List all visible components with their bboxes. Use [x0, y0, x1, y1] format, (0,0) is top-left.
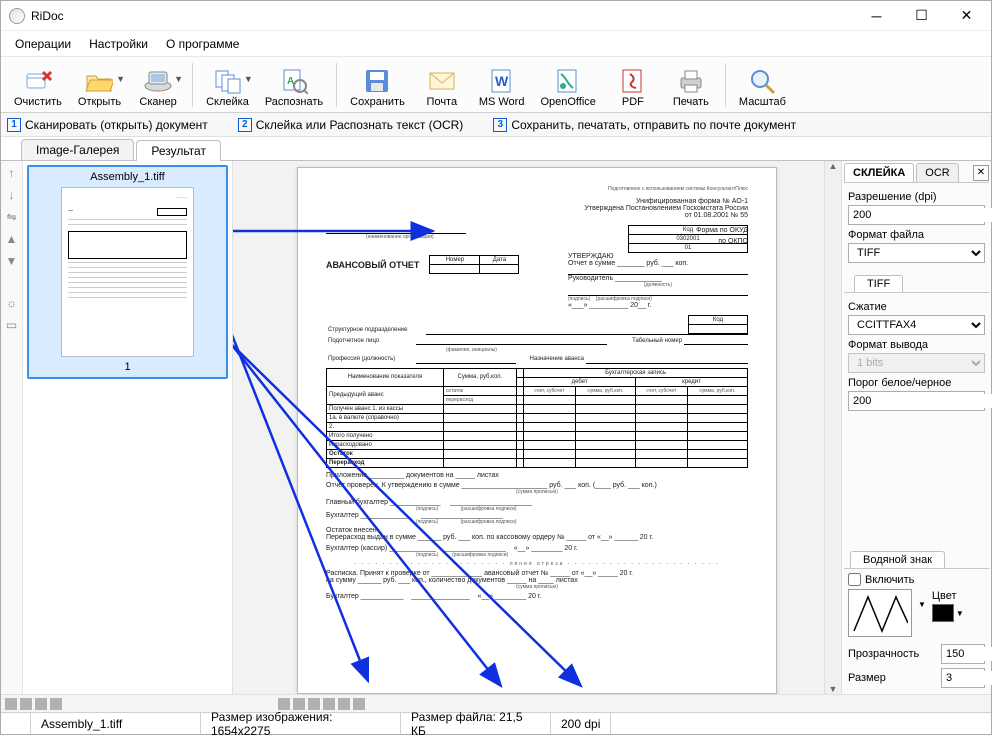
- zoom-icon: [747, 66, 777, 96]
- wm-enable-checkbox[interactable]: Включить: [848, 573, 985, 586]
- menubar: Операции Настройки О программе: [1, 31, 991, 57]
- save-button[interactable]: Сохранить: [343, 59, 412, 111]
- mail-button[interactable]: Почта: [414, 59, 470, 111]
- format-label: Формат файла: [848, 229, 985, 241]
- gluing-button[interactable]: Склейка ▼: [199, 59, 256, 111]
- dpi-label: Разрешение (dpi): [848, 191, 985, 203]
- brightness-icon[interactable]: ☼: [4, 295, 20, 311]
- tab-skleyka[interactable]: СКЛЕЙКА: [844, 163, 914, 182]
- threshold-input[interactable]: ▲▼: [848, 391, 985, 411]
- clear-button[interactable]: Очистить: [7, 59, 69, 111]
- document-view[interactable]: Подготовлено с использованием системы Ко…: [233, 161, 841, 694]
- openoffice-icon: [553, 66, 583, 96]
- status-dpi: 200 dpi: [551, 713, 611, 734]
- open-icon: [84, 66, 114, 96]
- gluing-icon: [212, 66, 242, 96]
- status-imgsize: Размер изображения: 1654x2275: [201, 713, 401, 734]
- wm-size-input[interactable]: ▲▼: [941, 668, 985, 688]
- app-icon: [9, 8, 25, 24]
- wm-color-swatch[interactable]: [932, 604, 954, 622]
- rotate-up-icon[interactable]: ↑: [4, 165, 20, 181]
- tab-ocr[interactable]: OCR: [916, 163, 958, 182]
- right-panel: СКЛЕЙКА OCR ✕ Разрешение (dpi) ▲▼ Формат…: [841, 161, 991, 694]
- threshold-label: Порог белое/черное: [848, 377, 985, 389]
- crop-icon[interactable]: ▭: [4, 317, 20, 333]
- thumbnail-name: Assembly_1.tiff: [31, 169, 224, 185]
- right-tabs: СКЛЕЙКА OCR ✕: [844, 163, 989, 183]
- scanner-icon: [143, 66, 173, 96]
- flip-v-icon[interactable]: ▲: [4, 231, 20, 247]
- minimize-button[interactable]: ─: [854, 1, 899, 30]
- pdf-icon: [618, 66, 648, 96]
- tab-gallery[interactable]: Image-Галерея: [21, 139, 134, 160]
- clear-icon: [23, 66, 53, 96]
- status-file: Assembly_1.tiff: [31, 713, 201, 734]
- openoffice-button[interactable]: OpenOffice: [533, 59, 602, 111]
- app-window: RiDoc ─ ☐ ✕ Операции Настройки О програм…: [0, 0, 992, 735]
- thumbnail-preview: ——— —: [61, 187, 194, 357]
- window-buttons: ─ ☐ ✕: [854, 1, 989, 30]
- rotate-down-icon[interactable]: ↓: [4, 187, 20, 203]
- dropdown-icon: ▼: [244, 74, 253, 84]
- dropdown-icon: ▼: [174, 74, 183, 84]
- maximize-button[interactable]: ☐: [899, 1, 944, 30]
- subtab-watermark[interactable]: Водяной знак: [850, 551, 945, 568]
- document-page: Подготовлено с использованием системы Ко…: [297, 167, 777, 694]
- thumbnail-panel: Assembly_1.tiff ——— — 1: [23, 161, 233, 694]
- wm-preview[interactable]: [848, 589, 912, 637]
- page-tabs: Image-Галерея Результат: [1, 137, 991, 161]
- vertical-scrollbar[interactable]: [824, 161, 841, 694]
- menu-operations[interactable]: Операции: [7, 34, 79, 54]
- print-icon: [676, 66, 706, 96]
- steps-bar: 1Сканировать (открыть) документ 2Склейка…: [1, 113, 991, 137]
- save-icon: [362, 66, 392, 96]
- thumbnail[interactable]: Assembly_1.tiff ——— — 1: [27, 165, 228, 379]
- step-1: 1Сканировать (открыть) документ: [7, 118, 208, 132]
- dpi-input[interactable]: ▲▼: [848, 205, 985, 225]
- print-button[interactable]: Печать: [663, 59, 719, 111]
- panel-close-button[interactable]: ✕: [973, 165, 989, 181]
- zoom-button[interactable]: Масштаб: [732, 59, 793, 111]
- thumbnail-index: 1: [31, 359, 224, 375]
- menu-settings[interactable]: Настройки: [81, 34, 156, 54]
- wm-opacity-input[interactable]: ▲▼: [941, 644, 985, 664]
- flip-h-icon[interactable]: ⇋: [4, 209, 20, 225]
- scanner-button[interactable]: Сканер ▼: [130, 59, 186, 111]
- format-select[interactable]: TIFF: [848, 243, 985, 263]
- tab-result[interactable]: Результат: [136, 140, 221, 161]
- open-button[interactable]: Открыть ▼: [71, 59, 128, 111]
- subtab-tiff[interactable]: TIFF: [854, 275, 903, 292]
- mail-icon: [427, 66, 457, 96]
- recognize-button[interactable]: A Распознать: [258, 59, 330, 111]
- step-2: 2Склейка или Распознать текст (OCR): [238, 118, 464, 132]
- status-filesize: Размер файла: 21,5 КБ: [401, 713, 551, 734]
- status-icon: [1, 713, 31, 734]
- statusbar: Assembly_1.tiff Размер изображения: 1654…: [1, 712, 991, 734]
- close-button[interactable]: ✕: [944, 1, 989, 30]
- msword-icon: W: [487, 66, 517, 96]
- titlebar: RiDoc ─ ☐ ✕: [1, 1, 991, 31]
- compress-label: Сжатие: [848, 301, 985, 313]
- app-title: RiDoc: [31, 9, 854, 23]
- svg-text:W: W: [495, 73, 509, 89]
- msword-button[interactable]: W MS Word: [472, 59, 532, 111]
- pdf-button[interactable]: PDF: [605, 59, 661, 111]
- menu-about[interactable]: О программе: [158, 34, 247, 54]
- workarea: ↑ ↓ ⇋ ▲ ▼ ☼ ▭ Assembly_1.tiff ——— — 1: [1, 161, 991, 694]
- recognize-icon: A: [279, 66, 309, 96]
- dropdown-icon: ▼: [116, 74, 125, 84]
- compress-select[interactable]: CCITTFAX4: [848, 315, 985, 335]
- left-toolbar: ↑ ↓ ⇋ ▲ ▼ ☼ ▭: [1, 161, 23, 694]
- step-3: 3Сохранить, печатать, отправить по почте…: [493, 118, 796, 132]
- mirror-icon[interactable]: ▼: [4, 253, 20, 269]
- output-label: Формат вывода: [848, 339, 985, 351]
- output-select[interactable]: 1 bits: [848, 353, 985, 373]
- toolbar: Очистить Открыть ▼ Сканер ▼ Склейка ▼ A …: [1, 57, 991, 113]
